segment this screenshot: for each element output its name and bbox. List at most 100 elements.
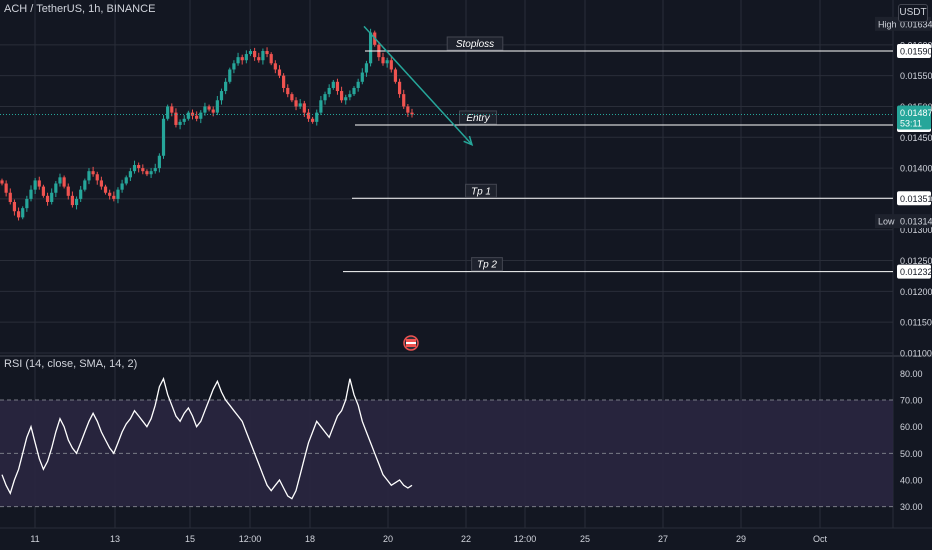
candle-36 (149, 171, 153, 175)
candle-2 (8, 192, 12, 202)
candle-10 (41, 186, 46, 196)
currency-button[interactable]: USDT (898, 4, 928, 22)
low-badge-bg (875, 214, 931, 229)
candle-53 (219, 91, 224, 101)
candle-58 (240, 57, 244, 61)
rsi-tick-5: 80.00 (900, 369, 923, 379)
candle-73 (302, 103, 306, 113)
candle-7 (29, 189, 33, 199)
rsi-tick-1: 40.00 (900, 476, 923, 486)
candle-61 (253, 50, 257, 58)
candle-27 (112, 195, 116, 199)
flag-icon-stripe-bot (406, 344, 416, 347)
flag-icon-stripe-top (406, 339, 416, 342)
candle-60 (248, 50, 253, 55)
candle-31 (128, 171, 132, 178)
time-tick-5: 20 (383, 534, 393, 544)
rsi-title: RSI (14, close, SMA, 14, 2) (4, 358, 138, 370)
rsi-axis[interactable]: 30.00 40.00 50.00 60.00 70.00 80.00 (900, 369, 923, 512)
candle-74 (306, 112, 311, 119)
trend-arrow-line (363, 25, 473, 146)
candle-81 (335, 81, 340, 92)
level-label-tp-2: Tp 2 (477, 260, 497, 271)
candle-34 (141, 168, 145, 172)
price-tick-0: 0.01100 (900, 349, 932, 359)
candle-12 (50, 192, 54, 202)
candles (0, 28, 414, 221)
level-label-tp-1: Tp 1 (471, 186, 491, 197)
time-tick-7: 12:00 (514, 534, 537, 544)
trade-levels[interactable]: Stoploss Entry Tp 1 Tp 2 (0, 36, 893, 273)
candle-9 (37, 180, 41, 187)
flag-icon[interactable] (403, 335, 419, 351)
candle-39 (161, 118, 166, 156)
candle-4 (16, 211, 21, 218)
rsi-tick-3: 60.00 (900, 422, 923, 432)
candle-1 (4, 183, 8, 193)
grid (0, 0, 932, 529)
candle-20 (83, 180, 87, 190)
candle-23 (95, 174, 99, 181)
candle-5 (21, 208, 25, 218)
candle-98 (406, 106, 410, 113)
candle-43 (178, 121, 182, 125)
candle-86 (356, 81, 360, 88)
candle-17 (70, 195, 75, 206)
candle-93 (385, 60, 389, 64)
price-tick-4: 0.01300 (900, 225, 932, 235)
candle-15 (62, 177, 66, 187)
trend-arrow[interactable] (363, 25, 474, 146)
time-axis[interactable]: 11 13 15 12:00 18 20 22 12:00 25 27 29 Oct (30, 534, 827, 544)
candle-97 (402, 94, 406, 107)
candle-19 (79, 189, 83, 199)
candle-69 (286, 87, 290, 95)
candle-16 (66, 186, 70, 196)
level-value-tp-1: 0.01351 (900, 194, 932, 204)
time-tick-2: 15 (185, 534, 195, 544)
time-tick-3: 12:00 (239, 534, 262, 544)
candle-64 (265, 50, 269, 55)
candle-6 (25, 198, 29, 209)
candle-80 (331, 81, 335, 88)
level-value-box-stoploss (897, 43, 931, 58)
candle-47 (195, 115, 199, 119)
candle-30 (124, 177, 128, 184)
candle-28 (116, 189, 120, 199)
candle-72 (298, 103, 302, 107)
trend-arrow-head (463, 135, 474, 146)
candle-66 (273, 63, 277, 70)
last-price-value: 0.01487 (900, 108, 932, 118)
level-value-tp-2: 0.01232 (900, 267, 932, 277)
candle-54 (224, 81, 228, 92)
last-price-box (897, 105, 931, 130)
candle-87 (360, 72, 364, 82)
candle-95 (393, 69, 398, 82)
candle-37 (153, 168, 157, 172)
price-tick-6: 0.01400 (900, 164, 932, 174)
level-value-box-tp-2 (897, 264, 931, 279)
candle-55 (228, 69, 232, 82)
candle-65 (269, 54, 273, 64)
level-label-box-tp-1 (465, 183, 497, 198)
price-tick-7: 0.01450 (900, 133, 932, 143)
candle-67 (277, 69, 282, 76)
candle-59 (244, 54, 248, 61)
time-tick-4: 18 (305, 534, 315, 544)
candle-71 (294, 100, 298, 107)
time-tick-1: 13 (110, 534, 120, 544)
candle-44 (182, 118, 186, 122)
candle-68 (282, 75, 286, 88)
time-tick-8: 25 (580, 534, 590, 544)
rsi-line (1, 376, 413, 500)
candle-57 (236, 57, 240, 64)
candle-32 (132, 165, 137, 172)
price-axis[interactable]: 0.011000.011500.012000.012500.013000.013… (875, 16, 932, 359)
candle-26 (108, 192, 112, 196)
candle-25 (103, 186, 108, 193)
candle-24 (99, 180, 103, 187)
candle-8 (33, 180, 37, 190)
candle-50 (207, 106, 211, 110)
candle-33 (137, 165, 141, 169)
candle-83 (344, 97, 348, 101)
